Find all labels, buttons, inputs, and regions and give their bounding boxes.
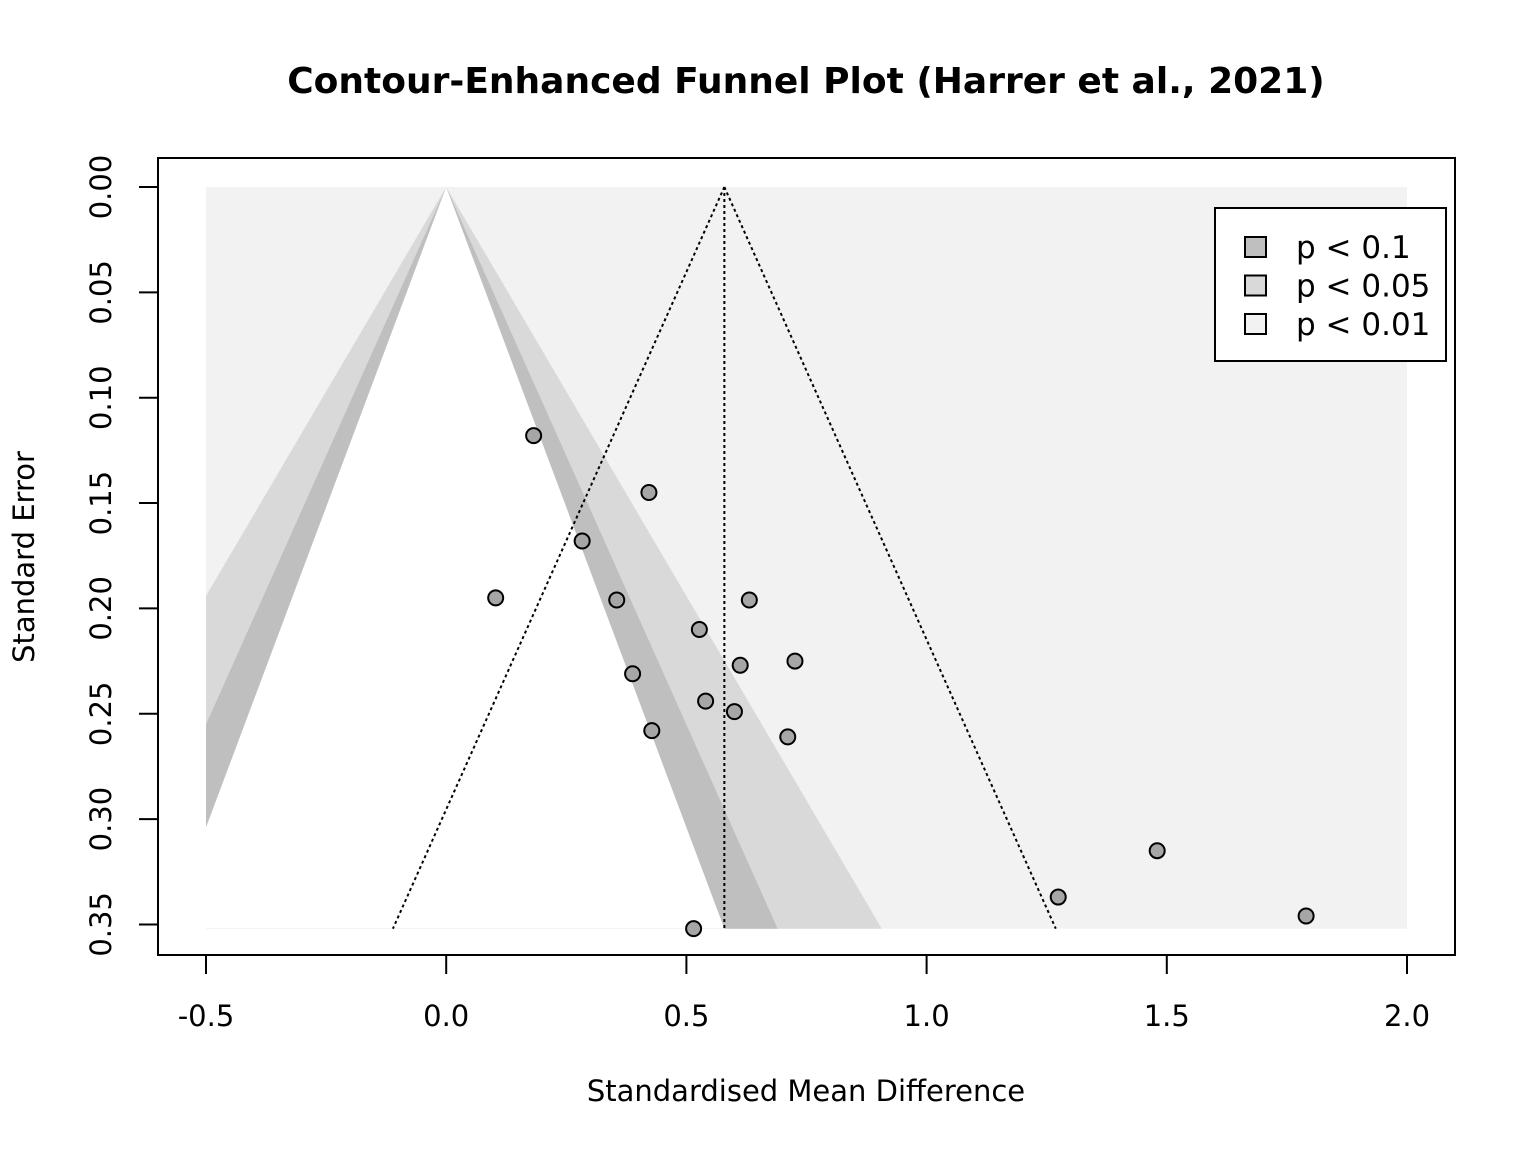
x-tick-label: -0.5 (178, 999, 235, 1033)
plot-area (206, 186, 1407, 938)
data-point-8 (786, 652, 804, 670)
y-tick-label: 0.05 (84, 260, 118, 325)
legend-label: p < 0.01 (1296, 307, 1430, 343)
data-point-6 (740, 591, 758, 609)
data-point-15 (1148, 842, 1166, 860)
y-tick-label: 0.25 (84, 682, 118, 747)
data-point-2 (640, 484, 658, 502)
x-tick-label: 1.0 (904, 999, 950, 1033)
data-point-16 (1049, 888, 1067, 906)
x-tick-label: 0.5 (663, 999, 709, 1033)
contour-nonsignificant-region (206, 187, 725, 929)
data-point-10 (624, 665, 642, 683)
legend-swatch (1244, 313, 1267, 335)
data-point-9 (731, 656, 749, 674)
data-point-13 (643, 722, 661, 740)
data-point-4 (487, 589, 505, 607)
legend-swatch (1244, 274, 1267, 297)
legend: p < 0.1p < 0.05p < 0.01 (1214, 207, 1447, 362)
data-point-7 (690, 620, 708, 638)
data-point-3 (573, 532, 591, 550)
y-tick-label: 0.35 (84, 892, 118, 957)
data-point-17 (1297, 907, 1315, 925)
data-point-5 (608, 591, 626, 609)
y-tick-label: 0.00 (84, 155, 118, 220)
y-tick-label: 0.10 (84, 365, 118, 430)
chart-title: Contour-Enhanced Funnel Plot (Harrer et … (287, 61, 1324, 102)
y-tick-label: 0.15 (84, 471, 118, 536)
data-point-11 (697, 692, 715, 710)
data-point-18 (685, 920, 703, 938)
data-point-14 (779, 728, 797, 746)
data-point-12 (725, 703, 743, 721)
y-tick-label: 0.20 (84, 576, 118, 641)
x-tick-label: 1.5 (1144, 999, 1190, 1033)
y-axis-label: Standard Error (7, 451, 41, 663)
x-axis: -0.5 0.0 0.5 1.0 1.5 2.0 (178, 954, 1430, 1033)
x-axis-label: Standardised Mean Difference (587, 1074, 1025, 1108)
y-axis: 0.00 0.05 0.10 0.15 0.20 0.25 0.30 0.35 (84, 155, 159, 957)
legend-label: p < 0.1 (1296, 230, 1411, 266)
legend-label: p < 0.05 (1296, 269, 1430, 305)
legend-swatch (1244, 236, 1267, 258)
x-tick-label: 0.0 (423, 999, 469, 1033)
data-point-1 (525, 427, 543, 445)
y-tick-label: 0.30 (84, 787, 118, 852)
x-tick-label: 2.0 (1384, 999, 1430, 1033)
